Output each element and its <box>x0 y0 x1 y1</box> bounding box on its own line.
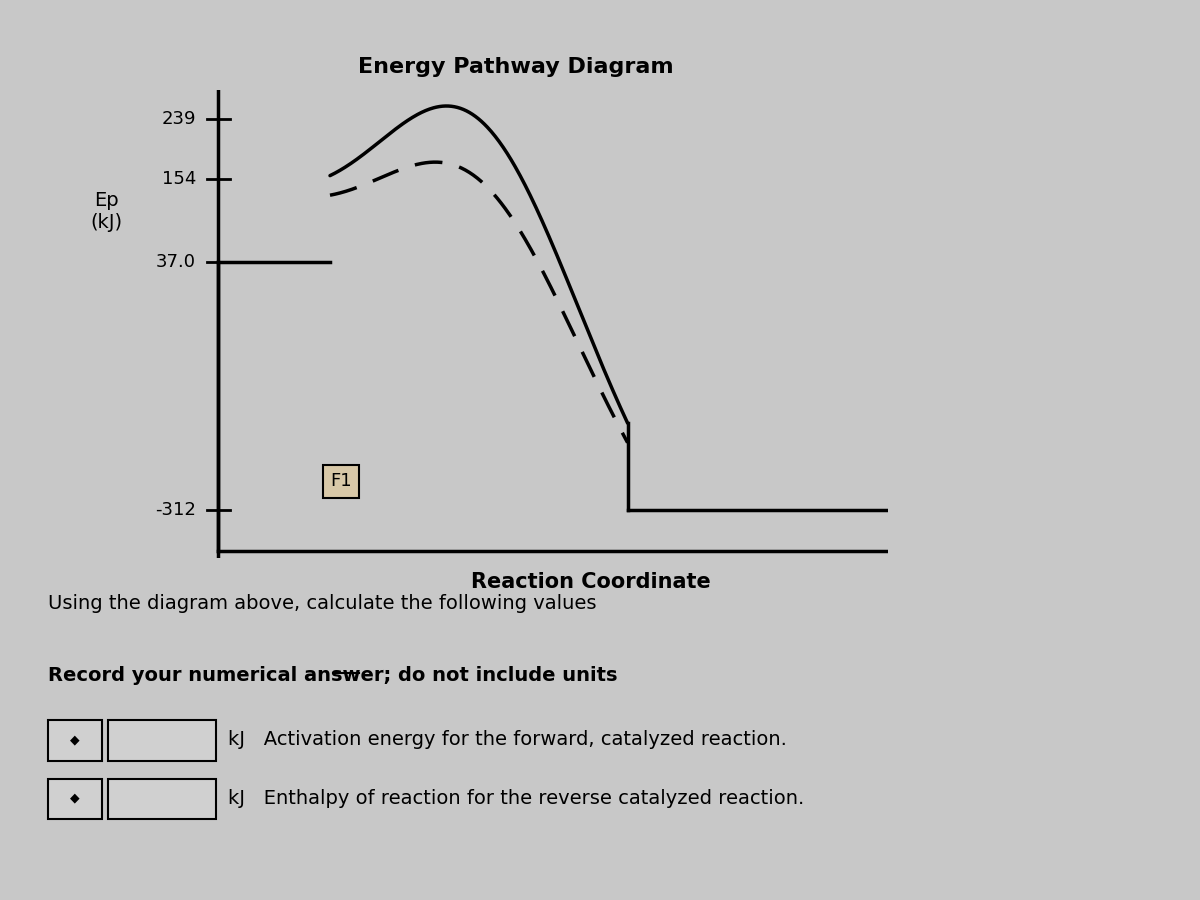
Text: 37.0: 37.0 <box>156 253 196 271</box>
Title: Energy Pathway Diagram: Energy Pathway Diagram <box>358 58 674 77</box>
Text: ◆: ◆ <box>70 792 79 805</box>
Text: Reaction Coordinate: Reaction Coordinate <box>470 572 710 592</box>
Text: ◆: ◆ <box>70 734 79 746</box>
Text: Using the diagram above, calculate the following values: Using the diagram above, calculate the f… <box>48 594 596 613</box>
Text: 154: 154 <box>162 170 196 188</box>
Text: Ep
(kJ): Ep (kJ) <box>91 192 122 232</box>
Text: Record your numerical answer; do not include units: Record your numerical answer; do not inc… <box>48 666 618 685</box>
Text: F1: F1 <box>330 472 352 490</box>
Text: 239: 239 <box>162 110 196 128</box>
Text: -312: -312 <box>155 500 196 518</box>
Text: kJ   Activation energy for the forward, catalyzed reaction.: kJ Activation energy for the forward, ca… <box>228 730 787 750</box>
Text: kJ   Enthalpy of reaction for the reverse catalyzed reaction.: kJ Enthalpy of reaction for the reverse … <box>228 788 804 808</box>
